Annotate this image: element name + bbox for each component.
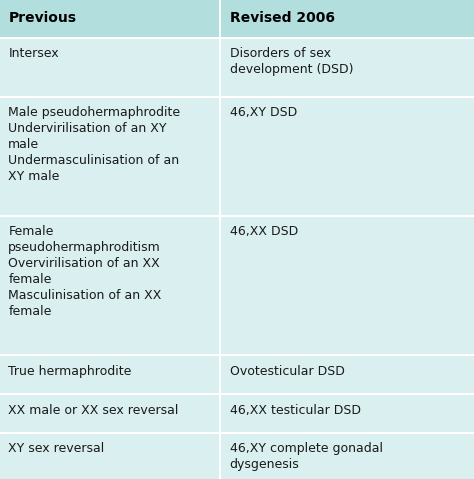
Bar <box>219 39 221 96</box>
Bar <box>0 434 219 479</box>
Bar <box>219 395 221 432</box>
Bar <box>219 356 221 393</box>
Text: 46,XY DSD: 46,XY DSD <box>230 106 297 119</box>
Text: Revised 2006: Revised 2006 <box>230 11 335 25</box>
Bar <box>0 0 219 37</box>
Bar <box>0 96 474 98</box>
Bar <box>219 98 221 215</box>
Bar <box>0 356 219 393</box>
Text: 46,XX testicular DSD: 46,XX testicular DSD <box>230 404 361 417</box>
Bar <box>221 356 474 393</box>
Bar <box>0 395 219 432</box>
Bar <box>219 217 221 354</box>
Text: XY sex reversal: XY sex reversal <box>9 443 105 456</box>
Text: Ovotesticular DSD: Ovotesticular DSD <box>230 365 345 378</box>
Text: 46,XY complete gonadal
dysgenesis: 46,XY complete gonadal dysgenesis <box>230 443 383 471</box>
Bar <box>0 215 474 217</box>
Bar <box>0 432 474 434</box>
Bar <box>0 393 474 395</box>
Bar <box>221 395 474 432</box>
Text: Disorders of sex
development (DSD): Disorders of sex development (DSD) <box>230 47 353 76</box>
Text: Previous: Previous <box>9 11 76 25</box>
Bar <box>0 98 219 215</box>
Bar <box>0 39 219 96</box>
Bar <box>219 434 221 479</box>
Text: Male pseudohermaphrodite
Undervirilisation of an XY
male
Undermasculinisation of: Male pseudohermaphrodite Undervirilisati… <box>9 106 181 183</box>
Bar <box>0 37 474 39</box>
Text: Female
pseudohermaphroditism
Overvirilisation of an XX
female
Masculinisation of: Female pseudohermaphroditism Overvirilis… <box>9 225 162 319</box>
Bar <box>221 0 474 37</box>
Bar <box>0 354 474 356</box>
Bar <box>219 0 221 37</box>
Bar <box>221 434 474 479</box>
Bar <box>221 98 474 215</box>
Text: 46,XX DSD: 46,XX DSD <box>230 225 298 239</box>
Bar <box>221 39 474 96</box>
Bar <box>0 217 219 354</box>
Bar <box>221 217 474 354</box>
Text: True hermaphrodite: True hermaphrodite <box>9 365 132 378</box>
Text: Intersex: Intersex <box>9 47 59 60</box>
Text: XX male or XX sex reversal: XX male or XX sex reversal <box>9 404 179 417</box>
